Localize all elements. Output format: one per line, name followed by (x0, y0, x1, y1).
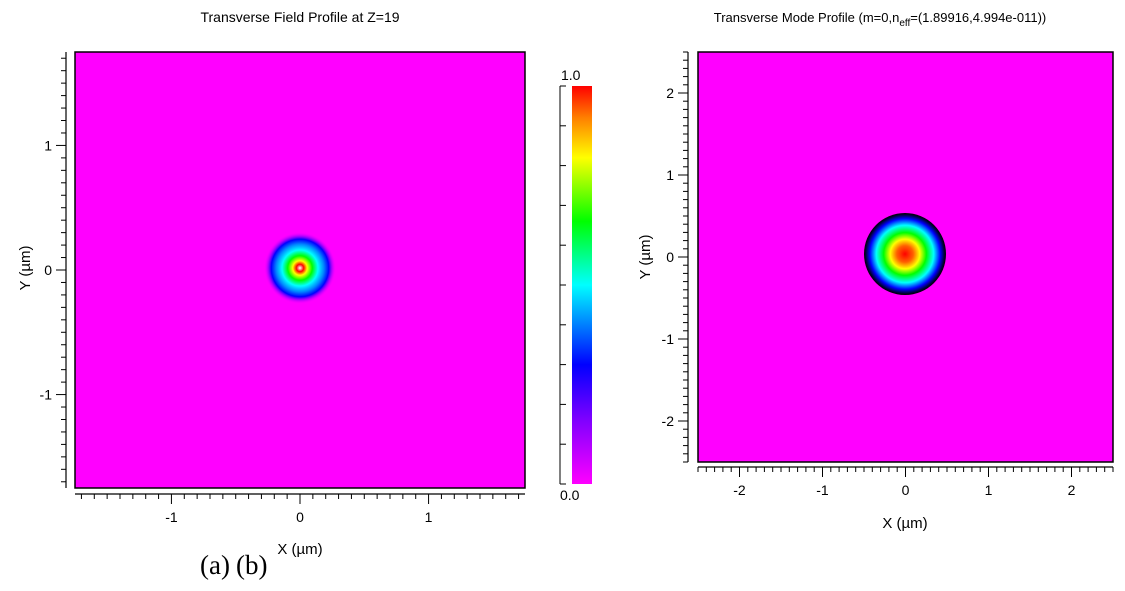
panel-a-x-tick-label: -1 (165, 509, 178, 525)
panel-b-title-subscript: eff (899, 18, 910, 29)
colorbar-ticks (560, 85, 566, 485)
caption-a: (a) (200, 550, 230, 580)
panel-b-x-tick-label: -2 (733, 482, 746, 498)
panel-b-mode-spot (864, 213, 946, 295)
panel-b-title: Transverse Mode Profile (m=0,neff=(1.899… (714, 10, 1047, 29)
panel-b-x-tick-label: 0 (902, 482, 910, 498)
panel-a-title: Transverse Field Profile at Z=19 (200, 9, 399, 25)
caption-b: (b) (235, 550, 268, 580)
panel-b-y-tick-label: 0 (666, 249, 674, 265)
panel-a-x-label: X (µm) (277, 541, 322, 558)
panel-b-x-tick-label: 1 (985, 482, 993, 498)
panel-b-chart: Transverse Mode Profile (m=0,neff=(1.899… (637, 10, 1114, 532)
panel-b-title-suffix: =(1.89916,4.994e-011)) (910, 10, 1046, 25)
panel-a-x-tick-label: 0 (296, 509, 304, 525)
panel-a-y-label: Y (µm) (17, 245, 34, 290)
figure-caption: (a) (b) (200, 550, 273, 581)
panel-b-title-main: Transverse Mode Profile (m=0,n (714, 10, 900, 25)
panel-a-y-tick-label: 0 (44, 262, 52, 278)
panel-a-axes: -1 0 1 1 0 -1 (40, 52, 525, 525)
panel-b-x-label: X (µm) (882, 515, 927, 532)
panel-b-x-tick-label: 2 (1068, 482, 1076, 498)
panel-a-y-tick-label: 1 (44, 137, 52, 153)
panel-a-y-tick-label: -1 (40, 387, 53, 403)
panel-b-y-tick-label: 1 (666, 167, 674, 183)
panel-b-axes: -2 -1 0 1 2 2 1 0 -1 -2 (662, 51, 1114, 498)
colorbar-min-label: 0.0 (560, 487, 580, 503)
panel-b-y-tick-label: 2 (666, 85, 674, 101)
panel-b-y-tick-label: -2 (662, 413, 675, 429)
panel-b-x-tick-label: -1 (816, 482, 829, 498)
panel-a-x-tick-label: 1 (425, 509, 433, 525)
panel-b-y-label: Y (µm) (637, 234, 654, 279)
colorbar-max-label: 1.0 (561, 67, 581, 83)
panel-a-field-spot (264, 232, 336, 304)
panel-b-y-tick-label: -1 (662, 331, 675, 347)
colorbar (572, 86, 592, 484)
panel-a-chart: Transverse Field Profile at Z=19 -1 0 110-… (17, 9, 592, 558)
